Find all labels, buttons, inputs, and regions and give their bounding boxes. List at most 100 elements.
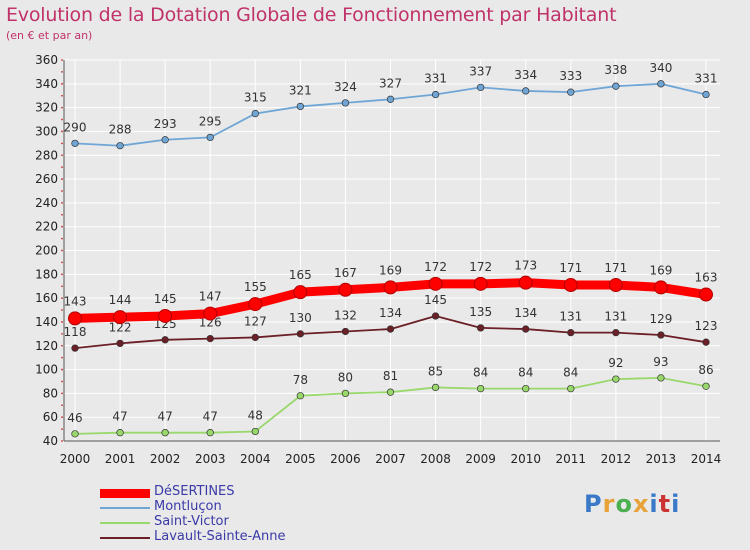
y-minor-tick	[61, 321, 63, 323]
data-point	[341, 327, 350, 336]
data-point	[567, 329, 575, 337]
data-point	[476, 324, 485, 332]
chart-subtitle: (en € et par an)	[6, 29, 93, 42]
y-minor-tick	[61, 368, 63, 371]
chart-title: Evolution de la Dotation Globale de Fonc…	[6, 4, 617, 26]
data-label: 293	[154, 117, 177, 131]
data-label: 155	[244, 280, 267, 294]
data-point	[116, 339, 124, 348]
y-minor-tick	[61, 404, 63, 407]
x-tick-label: 2009	[465, 452, 496, 466]
data-label: 337	[469, 64, 492, 78]
y-tick-label: 80	[43, 386, 58, 400]
data-point	[296, 330, 305, 338]
data-label: 47	[203, 410, 218, 424]
y-tick-label: 360	[35, 53, 58, 67]
data-point	[206, 429, 214, 437]
y-tick-label: 160	[35, 291, 58, 305]
data-point	[386, 388, 395, 396]
y-minor-tick	[61, 118, 63, 121]
y-minor-tick	[61, 440, 63, 442]
data-label: 171	[604, 261, 627, 275]
data-point	[116, 429, 124, 437]
y-minor-tick	[61, 428, 63, 430]
data-point	[203, 306, 218, 321]
data-label: 172	[469, 260, 492, 274]
data-label: 130	[289, 311, 312, 325]
data-label: 338	[604, 63, 627, 77]
legend-label: Lavault-Sainte-Anne	[154, 529, 286, 544]
data-point	[476, 83, 485, 92]
y-tick-label: 240	[35, 196, 58, 210]
data-point	[428, 276, 443, 291]
data-point	[567, 384, 575, 393]
data-point	[476, 384, 485, 393]
data-point	[206, 133, 214, 142]
data-point	[657, 80, 665, 88]
data-point	[612, 375, 620, 383]
data-label: 340	[649, 61, 672, 75]
data-label: 331	[424, 72, 447, 86]
y-minor-tick	[61, 380, 63, 383]
y-minor-tick	[61, 71, 63, 73]
y-minor-tick	[61, 344, 63, 347]
x-tick-label: 2010	[510, 452, 541, 466]
y-tick-label: 220	[35, 220, 58, 234]
y-minor-tick	[61, 154, 63, 157]
data-point	[296, 392, 305, 400]
data-point	[251, 427, 259, 436]
data-label: 295	[199, 114, 222, 128]
data-point	[341, 389, 350, 398]
y-minor-tick	[61, 309, 63, 311]
data-label: 84	[473, 366, 488, 380]
data-point	[653, 280, 668, 295]
y-minor-tick	[61, 142, 63, 145]
x-tick-label: 2008	[420, 452, 451, 466]
data-point	[431, 383, 440, 392]
y-minor-tick	[61, 225, 63, 228]
data-point	[296, 102, 305, 111]
data-point	[431, 312, 440, 320]
logo-letter: t	[658, 490, 672, 518]
y-tick-label: 60	[43, 410, 58, 424]
y-minor-tick	[61, 178, 63, 180]
y-minor-tick	[61, 392, 63, 395]
data-point	[113, 310, 128, 325]
logo-letter: o	[615, 490, 633, 518]
y-minor-tick	[61, 130, 63, 133]
logo-letter: r	[602, 490, 616, 518]
data-point	[161, 336, 169, 344]
y-minor-tick	[61, 166, 63, 169]
data-point	[383, 280, 398, 295]
data-label: 81	[383, 369, 398, 383]
proxiti-logo: Proxiti	[584, 490, 680, 518]
legend-swatch	[100, 489, 150, 498]
data-label: 48	[248, 408, 263, 422]
data-point	[248, 297, 263, 312]
data-point	[431, 90, 440, 99]
data-label: 92	[608, 356, 623, 370]
data-point	[251, 333, 259, 342]
data-label: 143	[64, 294, 87, 308]
data-point	[522, 384, 530, 393]
data-label: 290	[64, 120, 87, 134]
data-label: 327	[379, 76, 402, 90]
data-label: 85	[428, 364, 443, 378]
y-tick-label: 120	[35, 339, 58, 353]
y-minor-tick	[61, 297, 63, 300]
data-label: 80	[338, 370, 353, 384]
data-label: 46	[67, 411, 82, 425]
y-minor-tick	[61, 273, 63, 276]
data-point	[518, 275, 533, 290]
data-label: 147	[199, 290, 222, 304]
data-label: 324	[334, 80, 357, 94]
data-point	[161, 429, 169, 437]
x-tick-label: 2013	[646, 452, 677, 466]
data-point	[657, 331, 665, 339]
data-point	[251, 109, 259, 118]
x-tick-label: 2011	[556, 452, 587, 466]
data-point	[338, 282, 353, 297]
data-point	[206, 334, 214, 343]
x-tick-label: 2004	[240, 452, 271, 466]
y-tick-label: 180	[35, 267, 58, 281]
